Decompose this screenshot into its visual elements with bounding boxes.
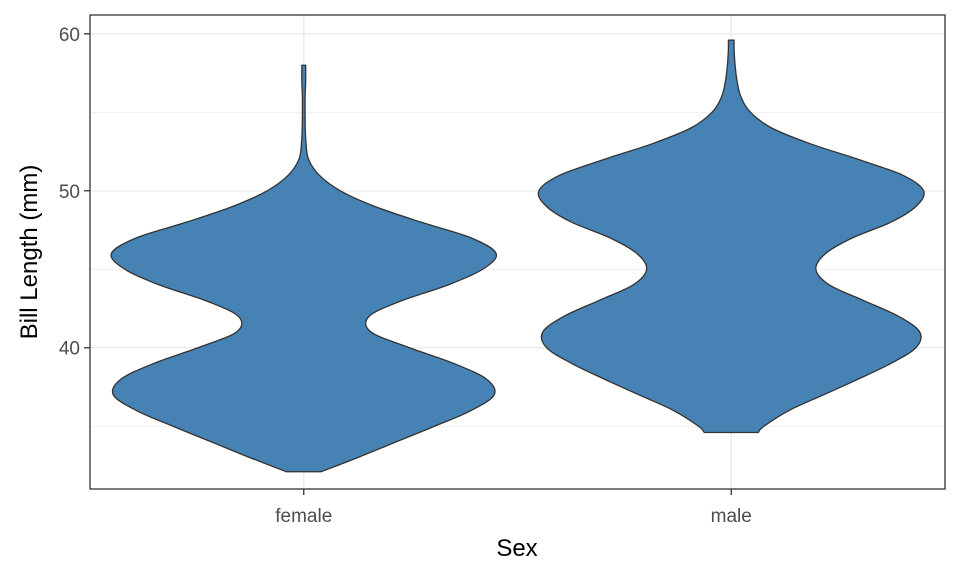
violin-male [537, 39, 925, 434]
violin-female [110, 64, 498, 473]
y-tick-label: 60 [59, 25, 80, 46]
y-axis-ticks: 40 50 60 [59, 25, 90, 360]
y-tick-label: 40 [59, 339, 80, 360]
y-tick-label: 50 [59, 182, 80, 203]
violins [110, 39, 925, 473]
x-tick-label: female [275, 506, 332, 527]
x-axis-ticks: female male [275, 489, 752, 527]
x-axis-title: Sex [496, 535, 537, 562]
plot-border [89, 14, 946, 490]
x-tick-label: male [711, 506, 752, 527]
y-axis-title: Bill Length (mm) [16, 165, 43, 340]
